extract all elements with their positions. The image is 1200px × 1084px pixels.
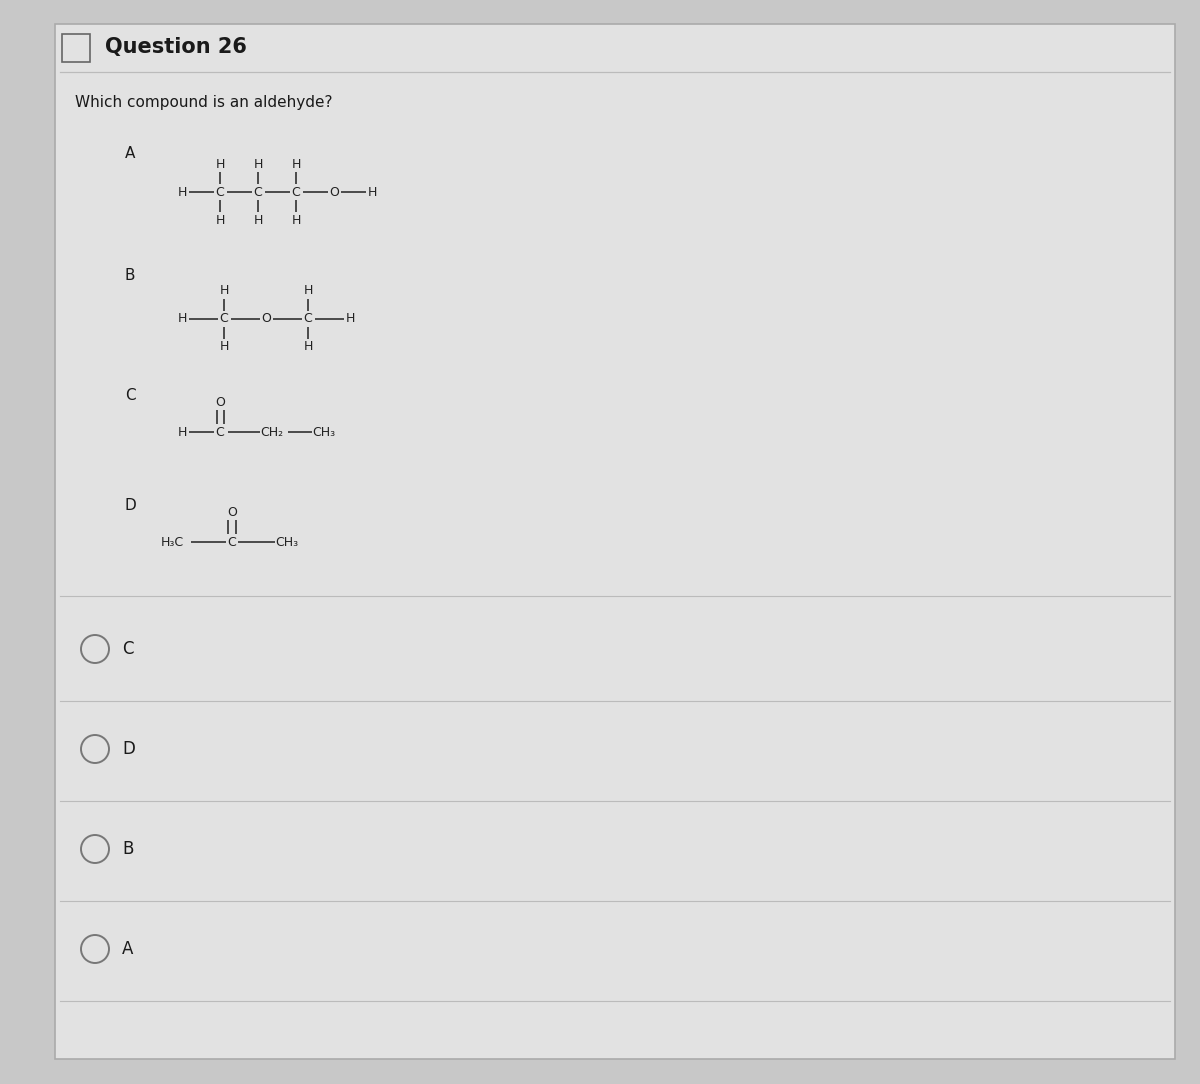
Text: H: H: [253, 214, 263, 227]
Text: A: A: [122, 940, 133, 958]
Text: D: D: [125, 499, 137, 514]
Text: H: H: [253, 157, 263, 170]
Text: C: C: [220, 312, 228, 325]
Text: O: O: [329, 185, 338, 198]
Text: C: C: [292, 185, 300, 198]
Text: H: H: [178, 185, 187, 198]
Text: Question 26: Question 26: [106, 37, 247, 57]
Text: A: A: [125, 146, 136, 162]
Text: C: C: [122, 640, 133, 658]
Text: O: O: [262, 312, 271, 325]
Text: CH₃: CH₃: [312, 426, 336, 439]
Text: C: C: [125, 388, 136, 403]
Text: B: B: [125, 269, 136, 284]
Text: H: H: [178, 312, 187, 325]
Text: CH₂: CH₂: [260, 426, 283, 439]
FancyBboxPatch shape: [62, 34, 90, 62]
Text: C: C: [253, 185, 263, 198]
Text: Which compound is an aldehyde?: Which compound is an aldehyde?: [74, 94, 332, 109]
Text: H: H: [292, 157, 301, 170]
Text: H: H: [292, 214, 301, 227]
Text: D: D: [122, 740, 134, 758]
FancyBboxPatch shape: [55, 24, 1175, 1059]
Text: H: H: [304, 284, 313, 297]
Text: H: H: [220, 284, 229, 297]
Text: H: H: [178, 426, 187, 439]
Text: H: H: [220, 340, 229, 353]
Text: H: H: [215, 214, 224, 227]
Text: H₃C: H₃C: [161, 535, 184, 549]
Text: B: B: [122, 840, 133, 859]
Text: C: C: [216, 426, 224, 439]
Text: H: H: [346, 312, 355, 325]
Text: H: H: [215, 157, 224, 170]
Text: C: C: [304, 312, 312, 325]
Text: O: O: [215, 396, 224, 409]
Text: C: C: [228, 535, 236, 549]
Text: H: H: [304, 340, 313, 353]
Text: H: H: [367, 185, 377, 198]
Text: O: O: [227, 505, 236, 518]
Text: CH₃: CH₃: [276, 535, 299, 549]
Text: C: C: [216, 185, 224, 198]
